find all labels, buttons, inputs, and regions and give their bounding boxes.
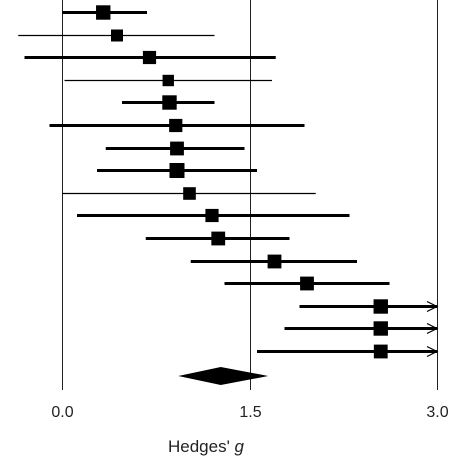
x-axis-ticks: 0.0 1.5 3.0 [51,404,448,421]
point-estimate-marker [373,299,388,314]
point-estimate-marker [205,208,219,223]
point-estimates [96,5,388,359]
point-estimate-marker [373,344,388,359]
truncation-arrow [426,322,439,335]
point-estimate-marker [162,74,174,87]
truncation-arrow [426,300,439,313]
point-estimate-marker [373,321,388,336]
gridlines [62,0,438,390]
point-estimate-marker [267,254,282,269]
point-estimate-marker [300,276,314,291]
point-estimate-marker [162,95,177,110]
point-estimate-marker [183,187,196,200]
x-tick-label: 0.0 [51,404,73,421]
point-estimate-marker [170,141,184,156]
point-estimate-marker [211,231,226,246]
point-estimate-marker [111,29,123,42]
point-estimate-marker [142,50,157,65]
x-axis-label: Hedges' g [168,437,245,456]
point-estimate-marker [169,163,185,178]
truncation-arrow [426,345,439,358]
summary-diamond [178,367,269,385]
summary-estimate [178,367,269,385]
x-axis-label-main: Hedges' [168,437,235,456]
point-estimate-marker [169,118,183,133]
point-estimate-marker [96,5,111,20]
x-axis-label-italic: g [235,437,245,456]
x-tick-label: 1.5 [239,404,261,421]
x-tick-label: 3.0 [426,404,448,421]
